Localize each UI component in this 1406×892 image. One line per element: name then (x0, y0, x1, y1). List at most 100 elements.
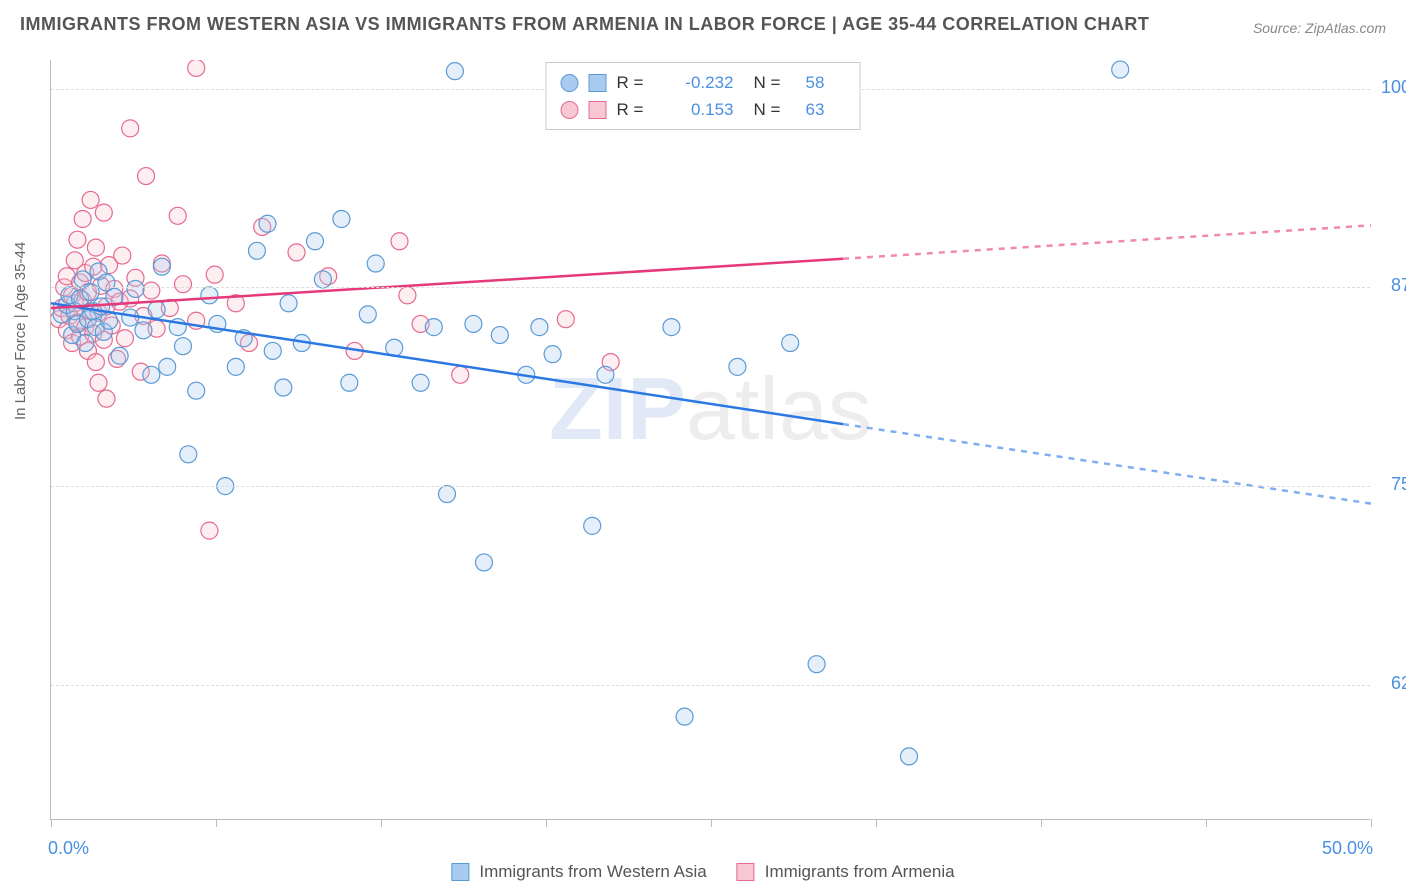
series-legend: Immigrants from Western Asia Immigrants f… (451, 862, 954, 882)
x-tick (1041, 819, 1042, 827)
data-point (111, 347, 128, 364)
legend-swatch-square (589, 74, 607, 92)
data-point (491, 327, 508, 344)
data-point (188, 60, 205, 76)
data-point (159, 358, 176, 375)
data-point (676, 708, 693, 725)
x-tick (1371, 819, 1372, 827)
data-point (584, 517, 601, 534)
data-point (341, 374, 358, 391)
x-axis-label-right: 50.0% (1322, 838, 1373, 859)
data-point (275, 379, 292, 396)
legend-r-value: 0.153 (669, 96, 734, 123)
data-point (280, 295, 297, 312)
chart-svg (51, 60, 1371, 820)
data-point (114, 247, 131, 264)
gridline (51, 685, 1370, 686)
x-tick (546, 819, 547, 827)
legend-n-value: 58 (806, 69, 846, 96)
x-tick (381, 819, 382, 827)
legend-swatch-circle (561, 74, 579, 92)
data-point (288, 244, 305, 261)
data-point (143, 282, 160, 299)
legend-swatch-circle (561, 101, 579, 119)
data-point (452, 366, 469, 383)
data-point (412, 374, 429, 391)
data-point (597, 366, 614, 383)
legend-item: Immigrants from Western Asia (451, 862, 706, 882)
data-point (82, 284, 99, 301)
data-point (475, 554, 492, 571)
data-point (531, 319, 548, 336)
data-point (153, 258, 170, 275)
data-point (248, 242, 265, 259)
legend-swatch-square (589, 101, 607, 119)
x-tick (216, 819, 217, 827)
data-point (808, 656, 825, 673)
data-point (127, 280, 144, 297)
data-point (98, 390, 115, 407)
data-point (169, 207, 186, 224)
data-point (101, 312, 118, 329)
data-point (663, 319, 680, 336)
correlation-legend: R =-0.232N =58R =0.153N =63 (546, 62, 861, 130)
data-point (227, 358, 244, 375)
data-point (180, 446, 197, 463)
plot-area: ZIPatlas 62.5%75.0%87.5%100.0% (50, 60, 1370, 820)
y-tick-label: 100.0% (1381, 77, 1406, 98)
data-point (1112, 61, 1129, 78)
y-axis-title: In Labor Force | Age 35-44 (12, 242, 29, 420)
data-point (175, 276, 192, 293)
data-point (446, 63, 463, 80)
data-point (314, 271, 331, 288)
data-point (175, 338, 192, 355)
legend-swatch (451, 863, 469, 881)
data-point (87, 239, 104, 256)
data-point (87, 354, 104, 371)
legend-r-label: R = (617, 96, 659, 123)
data-point (901, 748, 918, 765)
data-point (399, 287, 416, 304)
data-point (259, 215, 276, 232)
trend-line-projected (843, 424, 1371, 503)
data-point (439, 486, 456, 503)
y-tick-label: 62.5% (1391, 673, 1406, 694)
legend-r-value: -0.232 (669, 69, 734, 96)
data-point (122, 120, 139, 137)
legend-row: R =-0.232N =58 (561, 69, 846, 96)
gridline (51, 287, 1370, 288)
data-point (544, 346, 561, 363)
data-point (135, 322, 152, 339)
data-point (74, 210, 91, 227)
data-point (359, 306, 376, 323)
data-point (729, 358, 746, 375)
data-point (82, 191, 99, 208)
data-point (307, 233, 324, 250)
y-tick-label: 87.5% (1391, 275, 1406, 296)
data-point (90, 374, 107, 391)
x-axis-label-left: 0.0% (48, 838, 89, 859)
data-point (122, 309, 139, 326)
data-point (333, 210, 350, 227)
gridline (51, 486, 1370, 487)
data-point (188, 382, 205, 399)
data-point (425, 319, 442, 336)
data-point (95, 204, 112, 221)
x-tick (1206, 819, 1207, 827)
data-point (69, 231, 86, 248)
data-point (782, 335, 799, 352)
y-tick-label: 75.0% (1391, 474, 1406, 495)
trend-line-projected (843, 225, 1371, 258)
data-point (367, 255, 384, 272)
legend-label: Immigrants from Western Asia (479, 862, 706, 882)
data-point (557, 311, 574, 328)
legend-label: Immigrants from Armenia (765, 862, 955, 882)
legend-n-label: N = (754, 96, 796, 123)
legend-r-label: R = (617, 69, 659, 96)
chart-title: IMMIGRANTS FROM WESTERN ASIA VS IMMIGRAN… (20, 14, 1149, 35)
data-point (206, 266, 223, 283)
legend-n-value: 63 (806, 96, 846, 123)
data-point (465, 315, 482, 332)
data-point (264, 342, 281, 359)
data-point (391, 233, 408, 250)
